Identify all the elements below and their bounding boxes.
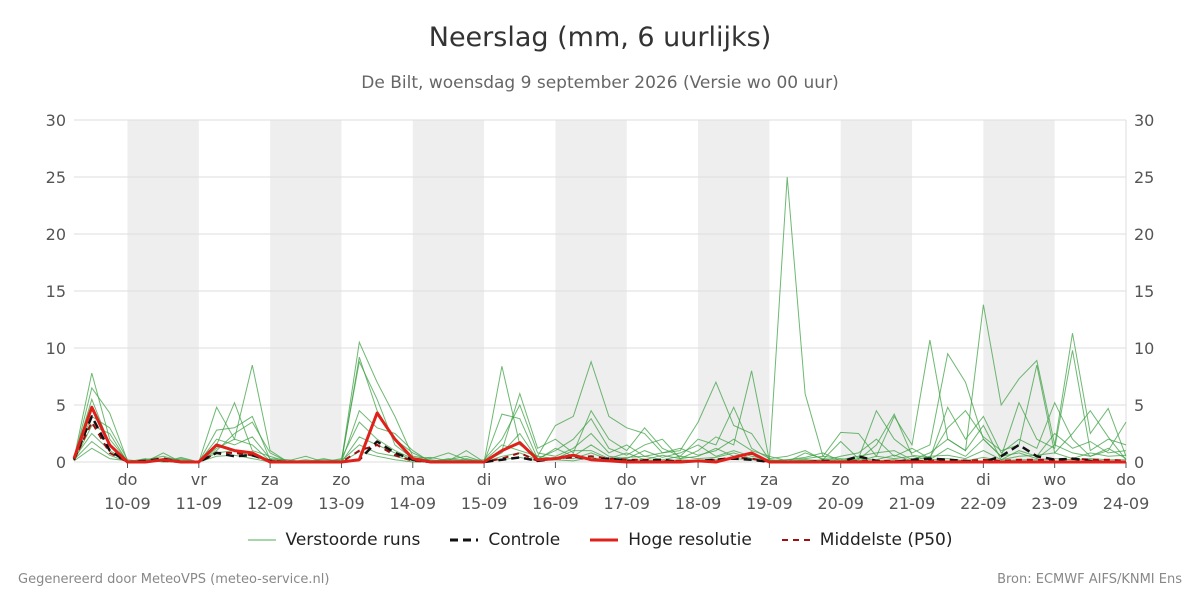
x-tick-day-3: zo xyxy=(332,470,350,489)
series-controle xyxy=(72,415,1126,464)
legend-item-p50: Middelste (P50) xyxy=(781,530,953,550)
x-tick-day-0: do xyxy=(118,470,138,489)
x-tick-date-3: 13-09 xyxy=(318,494,365,513)
y-tick-right-10: 10 xyxy=(1134,339,1154,358)
x-tick-day-9: za xyxy=(760,470,778,489)
perturbed-run-5 xyxy=(73,421,1127,463)
legend-item-highres: Hoge resolutie xyxy=(590,530,752,550)
x-tick-date-5: 15-09 xyxy=(461,494,508,513)
y-tick-right-30: 30 xyxy=(1134,111,1154,130)
x-tick-day-5: di xyxy=(477,470,492,489)
series-hoge-resolutie xyxy=(72,405,1126,464)
y-tick-left-5: 5 xyxy=(56,396,66,415)
x-tick-date-4: 14-09 xyxy=(390,494,437,513)
x-tick-day-2: za xyxy=(261,470,279,489)
y-tick-left-30: 30 xyxy=(46,111,66,130)
footer-generated-by: Gegenereerd door MeteoVPS (meteo-service… xyxy=(18,572,330,587)
x-tick-date-2: 12-09 xyxy=(247,494,294,513)
x-tick-day-4: ma xyxy=(400,470,425,489)
y-tick-left-10: 10 xyxy=(46,339,66,358)
y-tick-right-15: 15 xyxy=(1134,282,1154,301)
x-tick-day-10: zo xyxy=(832,470,850,489)
x-tick-date-9: 19-09 xyxy=(746,494,793,513)
legend-item-control: Controle xyxy=(450,530,560,550)
legend: Verstoorde runs Controle Hoge resolutie … xyxy=(0,530,1200,550)
x-tick-day-12: di xyxy=(976,470,991,489)
perturbed-run-6 xyxy=(73,432,1127,463)
y-tick-left-0: 0 xyxy=(56,453,66,472)
legend-swatch-control xyxy=(450,538,479,542)
y-tick-right-25: 25 xyxy=(1134,168,1154,187)
y-tick-right-0: 0 xyxy=(1134,453,1144,472)
x-tick-date-12: 22-09 xyxy=(960,494,1007,513)
x-tick-day-7: do xyxy=(617,470,637,489)
x-axis: do 10-09 vr 11-09 za 12-09 zo 13-09 ma 14-09 di 15-… xyxy=(104,462,1149,513)
legend-label-highres: Hoge resolutie xyxy=(628,530,752,550)
x-tick-date-11: 21-09 xyxy=(889,494,936,513)
y-tick-left-20: 20 xyxy=(46,225,66,244)
legend-label-p50: Middelste (P50) xyxy=(819,530,953,550)
x-tick-date-6: 16-09 xyxy=(532,494,579,513)
legend-swatch-highres xyxy=(590,538,619,542)
x-tick-date-10: 20-09 xyxy=(817,494,864,513)
main-series xyxy=(72,405,1127,464)
x-tick-day-1: vr xyxy=(191,470,207,489)
x-tick-date-1: 11-09 xyxy=(176,494,223,513)
legend-swatch-perturbed xyxy=(247,539,276,541)
x-tick-date-0: 10-09 xyxy=(104,494,151,513)
x-tick-day-11: ma xyxy=(899,470,924,489)
footer-source: Bron: ECMWF AIFS/KNMI Ens xyxy=(997,572,1182,587)
y-axis-right: 0 5 10 15 20 25 30 xyxy=(1134,111,1154,472)
y-tick-right-5: 5 xyxy=(1134,396,1144,415)
legend-item-perturbed: Verstoorde runs xyxy=(247,530,421,550)
x-tick-day-14: do xyxy=(1116,470,1136,489)
x-tick-day-8: vr xyxy=(690,470,706,489)
legend-swatch-p50 xyxy=(781,539,810,541)
y-tick-right-20: 20 xyxy=(1134,225,1154,244)
y-tick-left-15: 15 xyxy=(46,282,66,301)
perturbed-run-4 xyxy=(73,401,1127,463)
x-tick-day-6: wo xyxy=(544,470,567,489)
x-tick-day-13: wo xyxy=(1043,470,1066,489)
y-tick-left-25: 25 xyxy=(46,168,66,187)
x-tick-date-13: 23-09 xyxy=(1031,494,1078,513)
y-axis-left: 0 5 10 15 20 25 30 xyxy=(46,111,66,472)
chart-title: Neerslag (mm, 6 uurlijks) xyxy=(428,22,772,53)
chart-subtitle: De Bilt, woensdag 9 september 2026 (Vers… xyxy=(361,73,839,93)
x-tick-date-8: 18-09 xyxy=(675,494,722,513)
legend-label-control: Controle xyxy=(488,530,561,550)
legend-label-perturbed: Verstoorde runs xyxy=(285,530,421,550)
x-tick-date-7: 17-09 xyxy=(603,494,650,513)
x-tick-date-14: 24-09 xyxy=(1103,494,1150,513)
perturbed-run-3 xyxy=(73,360,1127,463)
perturbed-run-2 xyxy=(73,350,1127,463)
